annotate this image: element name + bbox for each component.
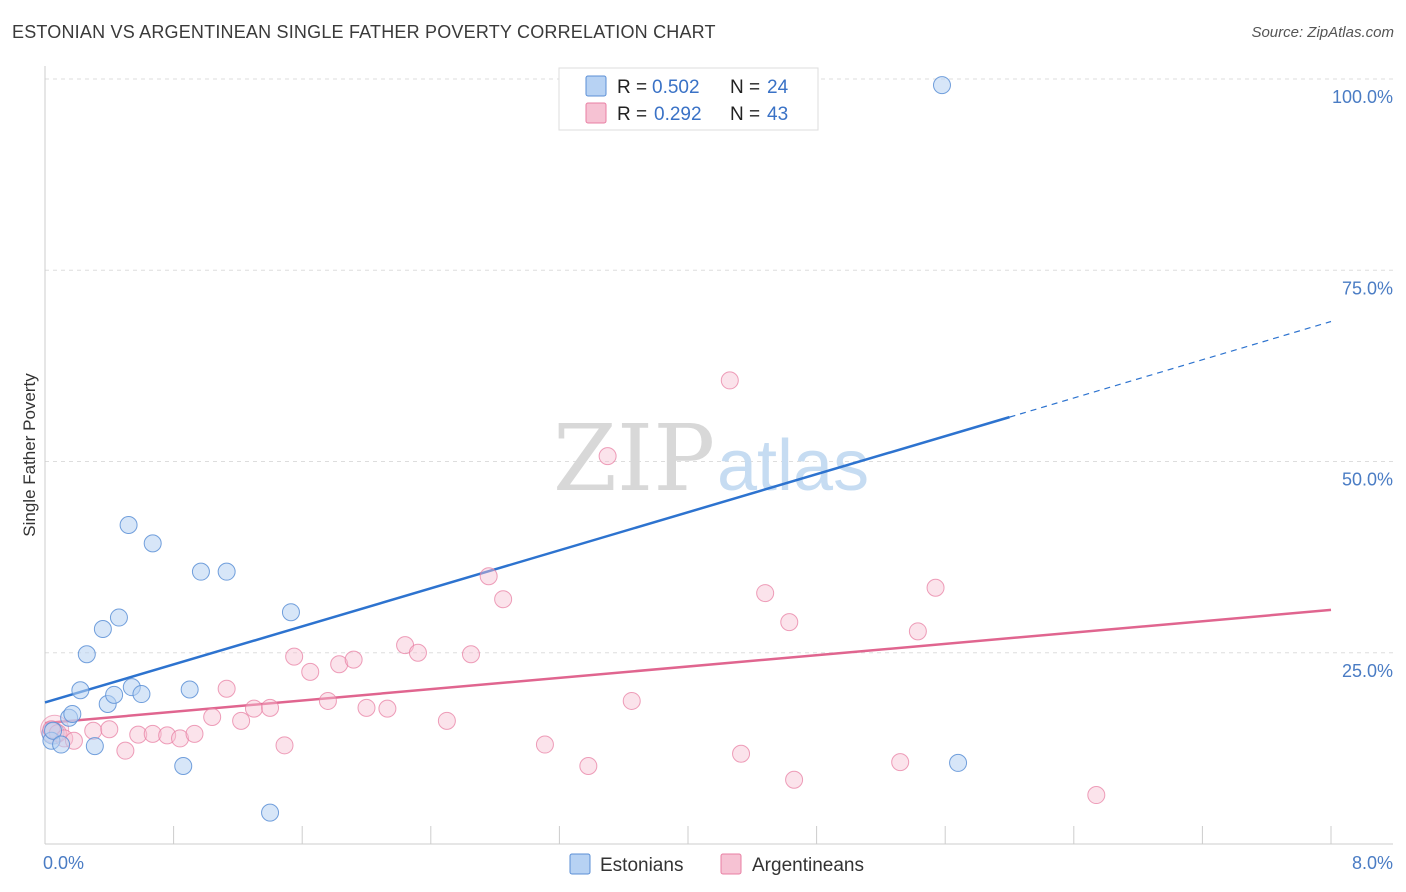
point-estonians <box>180 680 199 699</box>
point-estonians <box>93 620 112 639</box>
point-estonians <box>932 76 951 95</box>
point-estonians <box>217 562 236 581</box>
trend-line-argentineans <box>44 608 1332 725</box>
point-argentineans <box>780 613 799 632</box>
point-argentineans <box>84 721 103 740</box>
point-argentineans <box>301 662 320 681</box>
legend-swatch-argentineans <box>585 102 607 124</box>
point-estonians <box>174 756 193 775</box>
point-estonians <box>85 737 104 756</box>
bottom-legend-swatch-estonians <box>569 853 591 875</box>
point-argentineans <box>535 735 554 754</box>
y-tick-label: 100.0% <box>1332 87 1393 107</box>
point-argentineans <box>100 720 119 739</box>
legend-r-label-argentineans: R = <box>617 104 647 125</box>
point-argentineans <box>232 711 251 730</box>
legend-r-value-argentineans: 0.292 <box>654 104 702 125</box>
legend-n-value-argentineans: 43 <box>767 104 788 125</box>
point-estonians <box>109 608 128 627</box>
point-estonians <box>105 685 124 704</box>
tick-labels: 25.0% 50.0% 75.0% 100.0% 0.0% 8.0% <box>43 87 1393 873</box>
point-estonians <box>143 534 162 553</box>
point-argentineans <box>244 699 263 718</box>
point-argentineans <box>261 698 280 717</box>
point-argentineans <box>579 756 598 775</box>
trend-line-estonians-extension <box>1009 320 1332 418</box>
point-argentineans <box>494 590 513 609</box>
point-argentineans <box>171 729 190 748</box>
point-argentineans <box>129 725 148 744</box>
x-tick-label-max: 8.0% <box>1352 853 1393 873</box>
axes <box>44 66 1393 845</box>
point-argentineans <box>598 447 617 466</box>
point-argentineans <box>756 584 775 603</box>
legend-r-value-estonians: 0.502 <box>652 77 700 98</box>
legend-n-value-estonians: 24 <box>767 77 789 98</box>
legend: R = 0.502 N = 24 R = 0.292 N = 43 <box>558 67 819 131</box>
point-estonians <box>71 681 90 700</box>
point-argentineans <box>1087 786 1106 805</box>
legend-swatch-estonians <box>585 75 607 97</box>
bottom-legend-estonians: Estonians <box>600 855 683 876</box>
point-argentineans <box>357 698 376 717</box>
chart-title: ESTONIAN VS ARGENTINEAN SINGLE FATHER PO… <box>12 22 716 42</box>
legend-n-label-estonians: N = <box>730 77 760 98</box>
y-tick-label: 75.0% <box>1342 278 1393 298</box>
x-tick-label-min: 0.0% <box>43 853 84 873</box>
point-argentineans <box>203 708 222 727</box>
point-argentineans <box>926 578 945 597</box>
bottom-legend-swatch-argentineans <box>720 853 742 875</box>
trend-line-estonians <box>44 415 1010 704</box>
bottom-legend-argentineans: Argentineans <box>752 855 864 876</box>
point-estonians <box>44 721 63 740</box>
point-argentineans <box>143 724 162 743</box>
point-argentineans <box>275 736 294 755</box>
y-tick-label: 50.0% <box>1342 470 1393 490</box>
y-axis-label: Single Father Poverty <box>20 373 39 537</box>
point-estonians <box>132 685 151 704</box>
point-argentineans <box>330 655 349 674</box>
point-argentineans <box>732 744 751 763</box>
point-argentineans <box>891 753 910 772</box>
legend-r-label-estonians: R = <box>617 77 647 98</box>
grid-lines <box>45 78 1393 654</box>
point-argentineans <box>344 650 363 669</box>
point-argentineans <box>408 643 427 662</box>
point-argentineans <box>285 647 304 666</box>
point-estonians <box>63 704 82 723</box>
point-argentineans <box>479 567 498 586</box>
source-label: Source: ZipAtlas.com <box>1251 24 1394 41</box>
legend-n-label-argentineans: N = <box>730 104 760 125</box>
point-argentineans <box>437 711 456 730</box>
data-points <box>40 76 1106 822</box>
point-argentineans <box>720 371 739 390</box>
point-argentineans <box>622 691 641 710</box>
point-argentineans <box>461 645 480 664</box>
point-estonians <box>191 562 210 581</box>
point-estonians <box>281 603 300 622</box>
point-argentineans <box>785 770 804 789</box>
point-estonians <box>949 753 968 772</box>
trend-lines <box>44 320 1332 725</box>
point-estonians <box>261 803 280 822</box>
point-estonians <box>119 515 138 534</box>
point-estonians <box>52 735 71 754</box>
point-argentineans <box>116 741 135 760</box>
point-argentineans <box>378 699 397 718</box>
y-tick-label: 25.0% <box>1342 661 1393 681</box>
watermark-zip: ZIP <box>553 405 715 512</box>
point-argentineans <box>318 691 337 710</box>
point-argentineans <box>908 622 927 641</box>
point-argentineans <box>185 724 204 743</box>
point-argentineans <box>217 679 236 698</box>
bottom-legend: Estonians Argentineans <box>569 853 864 876</box>
point-estonians <box>77 645 96 664</box>
